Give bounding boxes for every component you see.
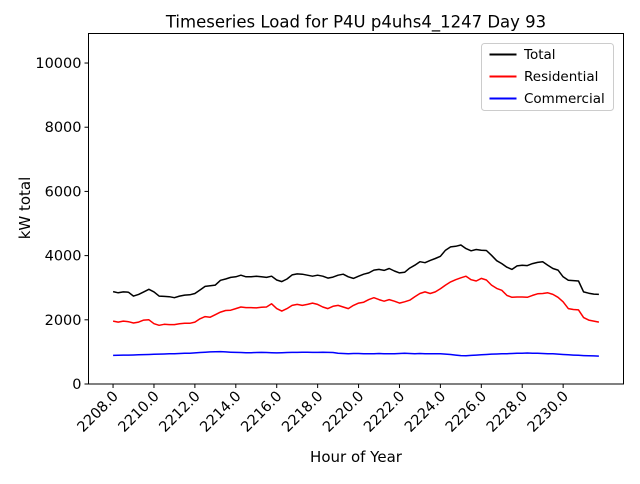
x-axis-label: Hour of Year: [310, 448, 403, 466]
y-tick-label: 0: [72, 377, 81, 393]
axes-spines: [88, 33, 624, 385]
axes-spine: [88, 33, 624, 385]
series-line-commercial: [113, 350, 599, 357]
series-line-total: [112, 244, 599, 299]
y-tick-label: 10000: [35, 56, 81, 72]
chart-title: Timeseries Load for P4U p4uhs4_1247 Day …: [165, 13, 546, 33]
y-axis-label: kW total: [16, 177, 34, 240]
series-lines: [112, 244, 600, 357]
legend-box: [481, 43, 614, 111]
y-tick-label: 8000: [45, 120, 82, 136]
y-tick-label: 2000: [45, 313, 82, 329]
legend-label-commercial: Commercial: [524, 91, 605, 107]
legend: Total Residential Commercial: [481, 43, 614, 111]
y-axis-ticks: 0 2000 4000 6000 8000 10000: [35, 56, 89, 393]
series-line-residential: [112, 275, 600, 327]
legend-label-residential: Residential: [524, 69, 598, 85]
y-tick-label: 6000: [45, 184, 82, 200]
y-tick-label: 4000: [45, 249, 82, 265]
legend-label-total: Total: [523, 47, 556, 63]
